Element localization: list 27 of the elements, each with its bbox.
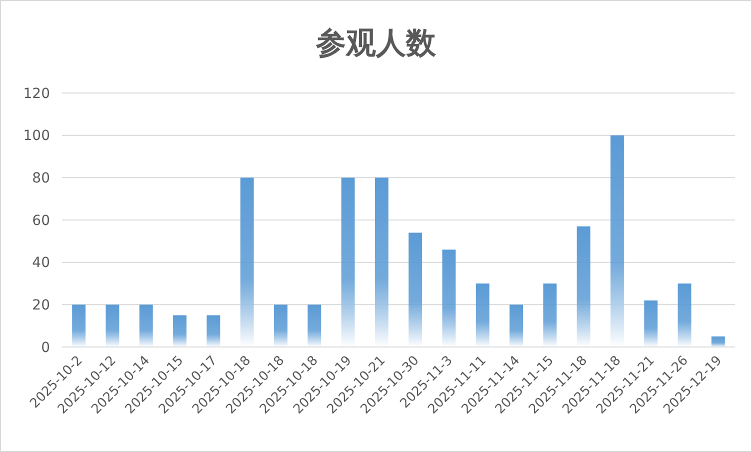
bar [308, 304, 322, 347]
y-tick-label: 120 [23, 86, 50, 102]
bar [341, 178, 355, 347]
bar [139, 304, 153, 347]
bar [173, 315, 187, 347]
bar [476, 284, 490, 347]
bar [678, 284, 692, 347]
bar [206, 315, 220, 347]
chart-title: 参观人数 [315, 26, 437, 61]
bar [576, 226, 590, 347]
bar [510, 304, 524, 347]
bar [543, 284, 557, 347]
bar [408, 232, 422, 347]
bar [240, 178, 254, 347]
bar [644, 300, 658, 347]
bar [374, 178, 388, 347]
bar [106, 304, 120, 347]
y-tick-label: 60 [32, 212, 50, 229]
y-tick-label: 80 [32, 170, 50, 187]
y-tick-label: 40 [32, 255, 50, 272]
y-tick-label: 100 [23, 128, 50, 144]
bar [72, 304, 86, 347]
bar [274, 304, 288, 347]
y-tick-label: 0 [41, 340, 50, 356]
bar [442, 250, 456, 347]
y-tick-label: 20 [32, 298, 50, 314]
bar [711, 336, 725, 347]
